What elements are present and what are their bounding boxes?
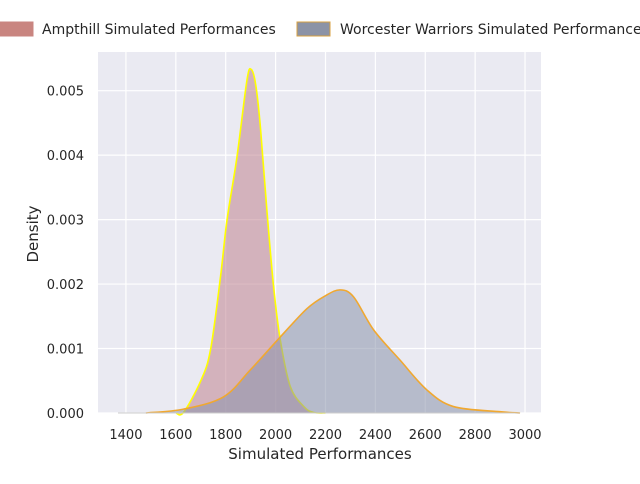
legend-label-ampthill: Ampthill Simulated Performances bbox=[42, 22, 276, 38]
legend-patch-ampthill bbox=[0, 21, 34, 37]
x-tick-label: 3000 bbox=[508, 428, 541, 443]
density-fill-0 bbox=[175, 68, 326, 415]
x-tick-label: 2600 bbox=[409, 428, 442, 443]
x-tick-label: 2000 bbox=[259, 428, 292, 443]
legend-label-worcester: Worcester Warriors Simulated Performance… bbox=[340, 22, 640, 38]
legend-patch-worcester bbox=[296, 21, 331, 37]
y-tick-label: 0.005 bbox=[47, 85, 84, 100]
x-tick-label: 1600 bbox=[159, 428, 192, 443]
x-tick-label: 2800 bbox=[459, 428, 492, 443]
density-line-1 bbox=[145, 289, 521, 414]
density-areas bbox=[118, 67, 521, 416]
x-tick-labels: 1400 1600 1800 2000 2200 2400 2600 2800 3000 bbox=[109, 428, 541, 443]
y-tick-labels: 0.000 0.001 0.002 0.003 0.004 0.005 bbox=[47, 85, 84, 422]
y-tick-label: 0.004 bbox=[47, 149, 84, 164]
y-axis-label: Density bbox=[24, 205, 42, 262]
y-tick-label: 0.001 bbox=[47, 343, 84, 358]
x-axis-label: Simulated Performances bbox=[228, 445, 412, 463]
y-tick-label: 0.003 bbox=[47, 214, 84, 229]
x-tick-label: 1800 bbox=[209, 428, 242, 443]
x-tick-label: 2200 bbox=[309, 428, 342, 443]
legend: Ampthill Simulated Performances Worceste… bbox=[0, 21, 640, 38]
x-tick-label: 2400 bbox=[359, 428, 392, 443]
x-tick-label: 1400 bbox=[109, 428, 142, 443]
y-tick-label: 0.002 bbox=[47, 278, 84, 293]
density-fill-1 bbox=[145, 289, 521, 413]
y-tick-label: 0.000 bbox=[47, 407, 84, 422]
